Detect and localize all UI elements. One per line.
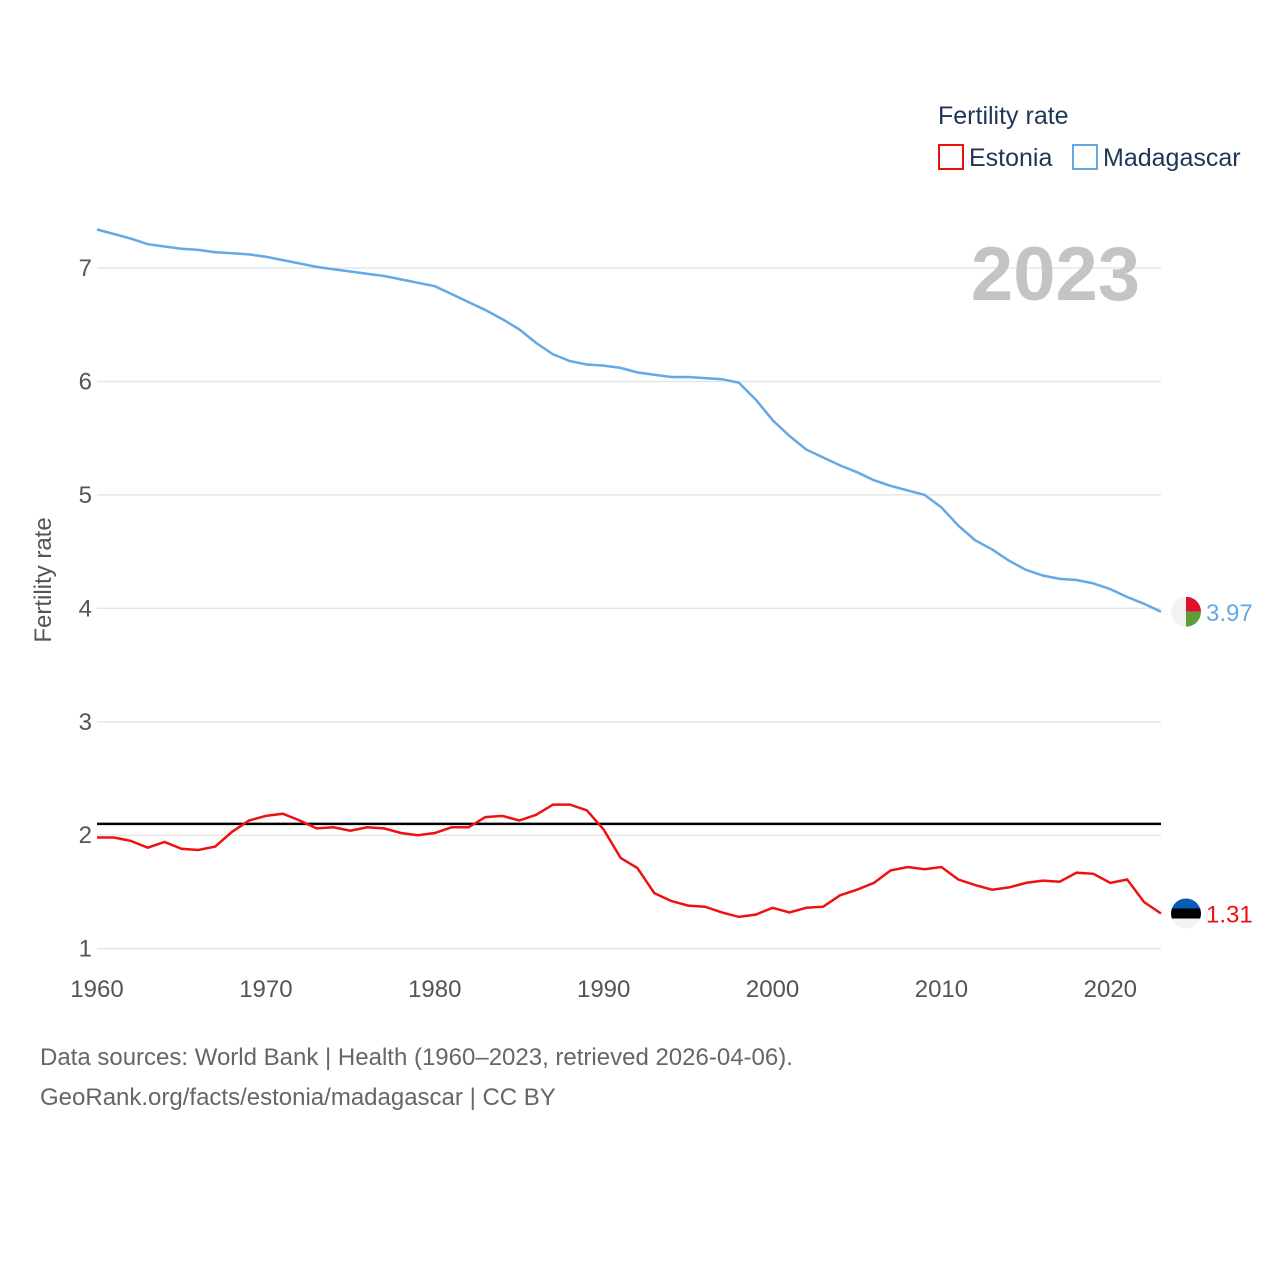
y-tick-5: 5: [79, 482, 92, 509]
legend: Fertility rate Estonia Madagascar: [938, 102, 1241, 172]
y-axis-ticks: 1 2 3 4 5 6 7: [79, 255, 92, 963]
x-tick-1980: 1980: [408, 976, 461, 1003]
legend-swatch-madagascar[interactable]: [1072, 144, 1098, 170]
source-line-1: Data sources: World Bank | Health (1960–…: [40, 1044, 793, 1071]
end-value-estonia: 1.31: [1206, 901, 1253, 928]
x-tick-1960: 1960: [70, 976, 123, 1003]
legend-label-estonia[interactable]: Estonia: [969, 144, 1052, 172]
y-axis-label: Fertility rate: [30, 517, 57, 642]
y-tick-4: 4: [79, 595, 92, 622]
legend-label-madagascar[interactable]: Madagascar: [1103, 144, 1241, 172]
year-label: 2023: [971, 232, 1140, 317]
y-tick-3: 3: [79, 709, 92, 736]
gridlines: [97, 267, 1161, 950]
series-line-estonia: [97, 803, 1162, 919]
y-tick-6: 6: [79, 368, 92, 395]
x-tick-2010: 2010: [915, 976, 968, 1003]
source-line-2: GeoRank.org/facts/estonia/madagascar | C…: [40, 1084, 556, 1111]
series-line-madagascar: [96, 228, 1162, 613]
x-tick-1990: 1990: [577, 976, 630, 1003]
legend-swatch-estonia[interactable]: [938, 144, 964, 170]
legend-title: Fertility rate: [938, 102, 1069, 130]
flag-estonia-icon: [1171, 898, 1201, 929]
end-value-madagascar: 3.97: [1206, 600, 1253, 627]
y-tick-7: 7: [79, 255, 92, 282]
x-tick-1970: 1970: [239, 976, 292, 1003]
x-tick-2000: 2000: [746, 976, 799, 1003]
flag-madagascar-icon: [1171, 596, 1201, 627]
x-axis-ticks: 1960 1970 1980 1990 2000 2010 2020: [70, 976, 1137, 1003]
x-tick-2020: 2020: [1084, 976, 1137, 1003]
y-tick-2: 2: [79, 822, 92, 849]
y-tick-1: 1: [79, 936, 92, 963]
